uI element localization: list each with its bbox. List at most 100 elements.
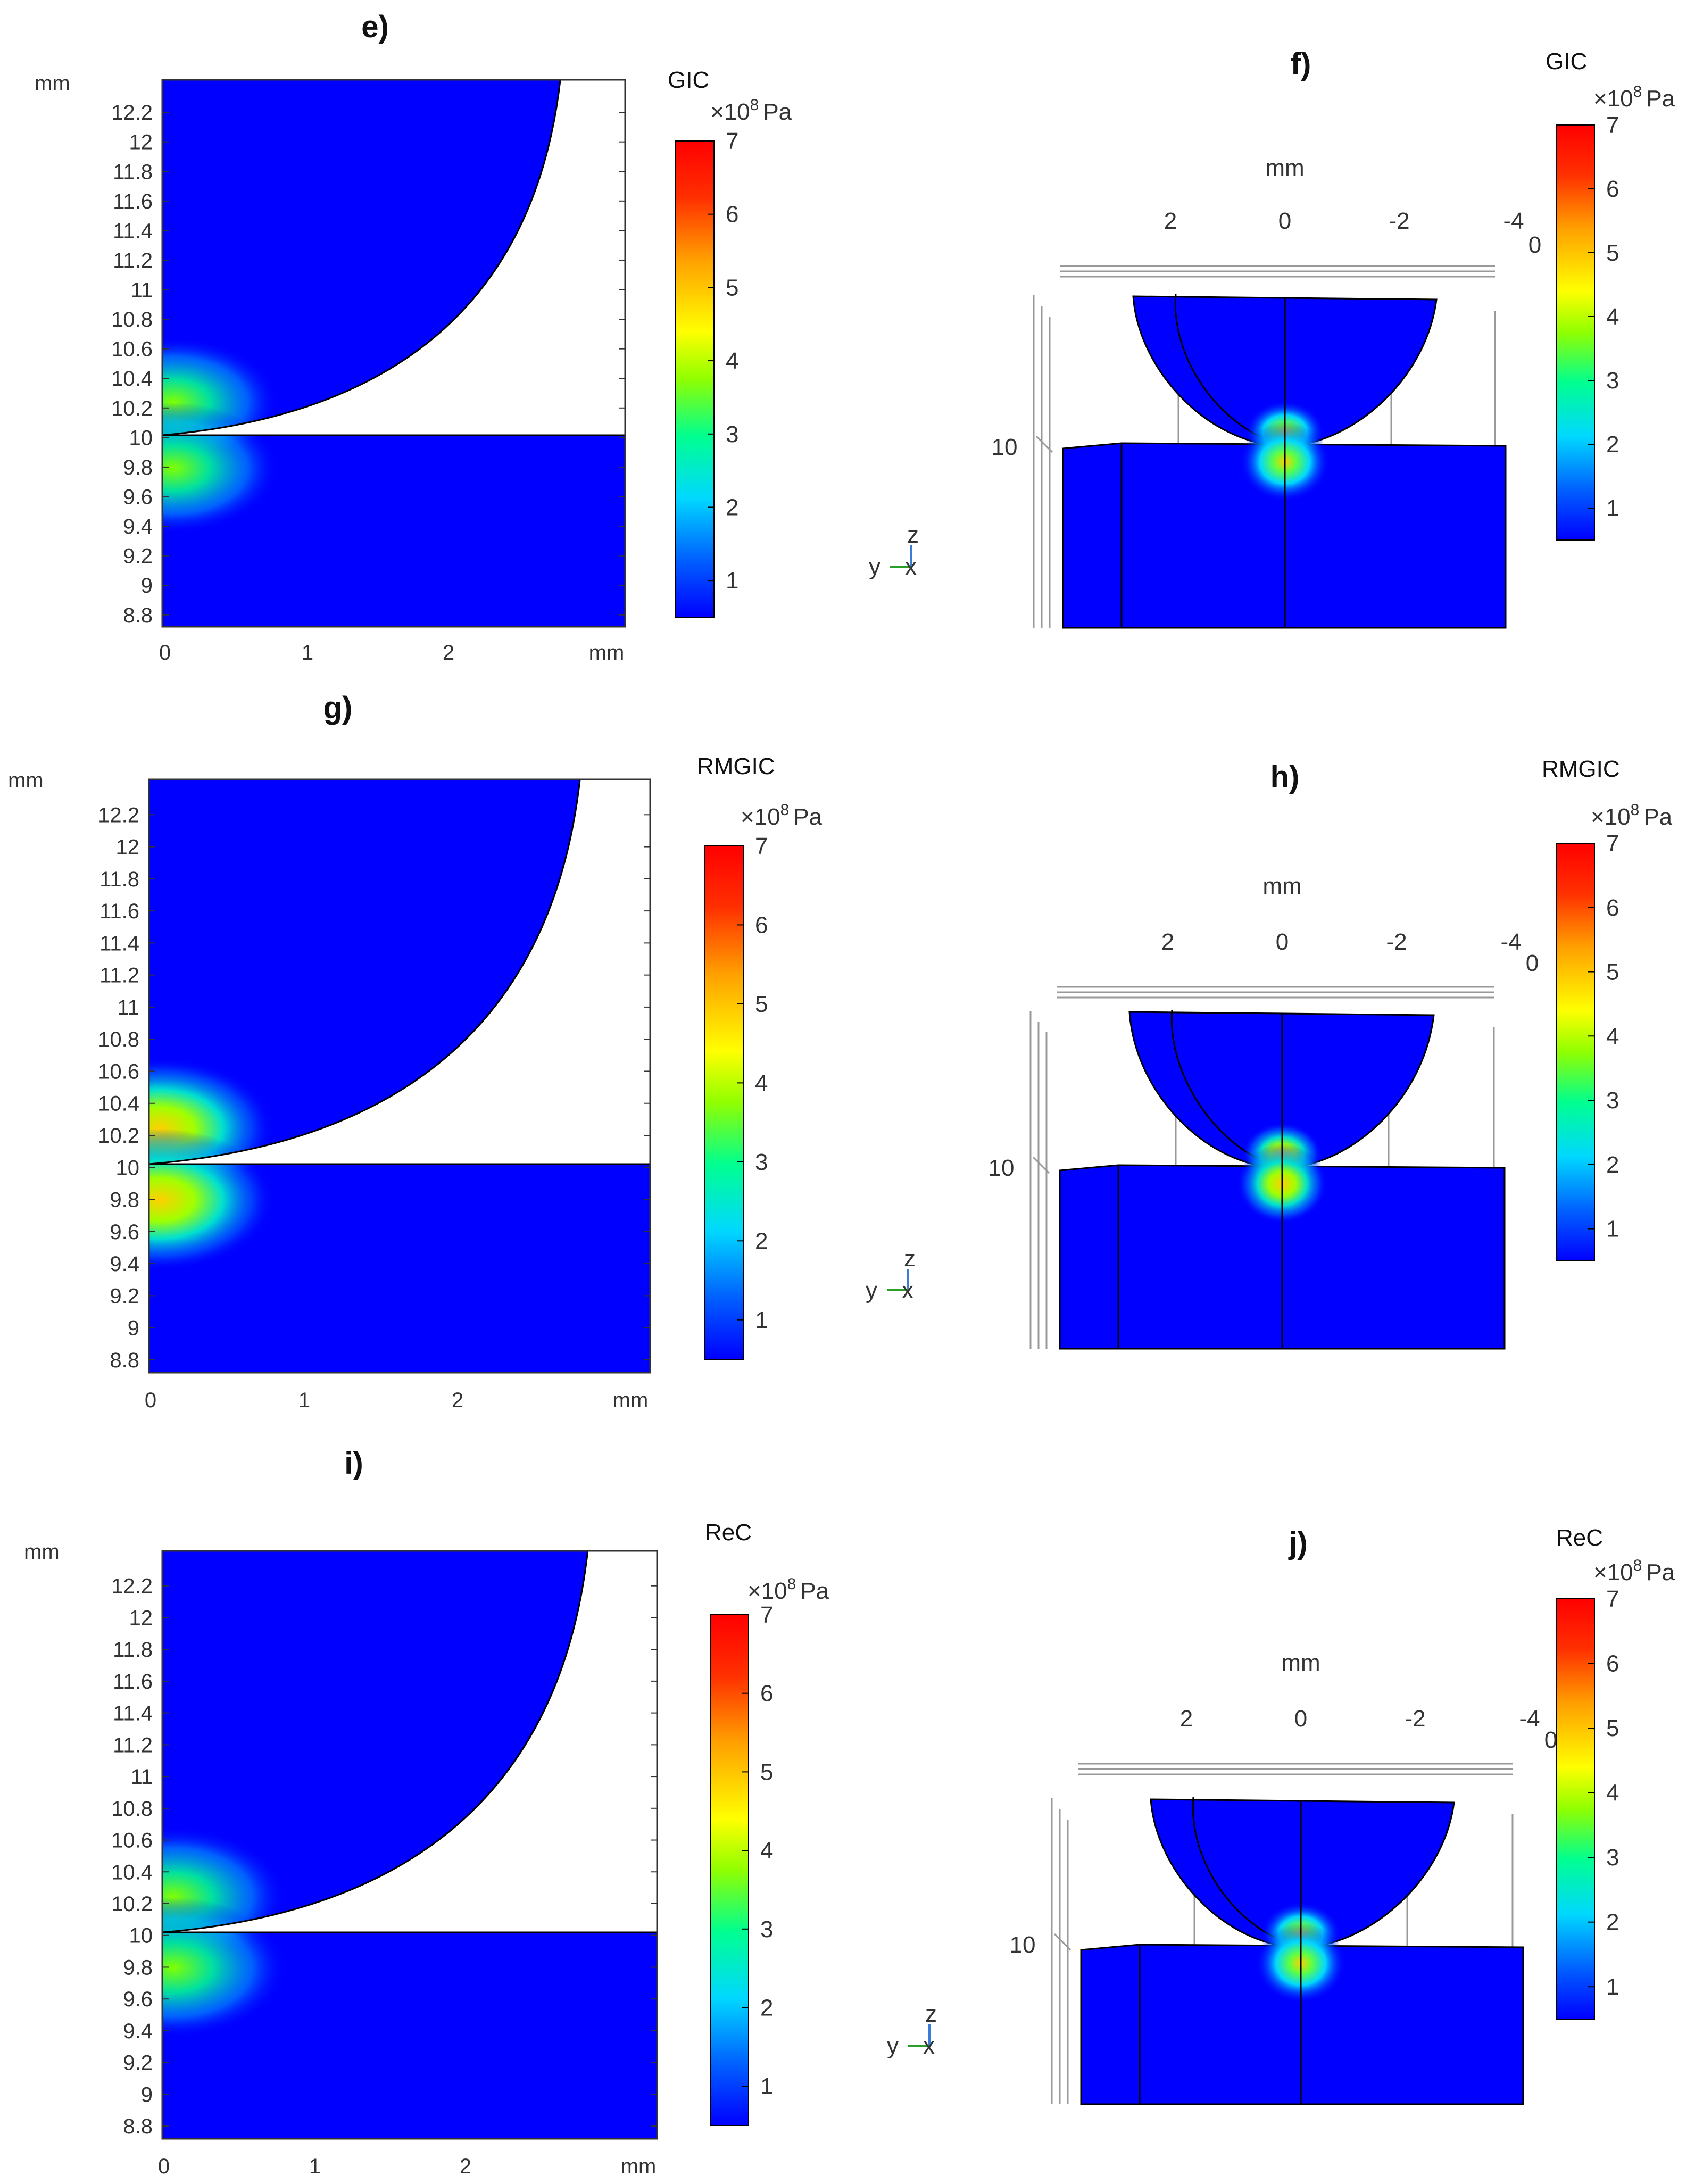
y-tick-e-5: 11.2 (113, 249, 153, 272)
colorbar-tick-g-6: 1 (755, 1307, 768, 1333)
plot-area-g (148, 778, 651, 1374)
colorbar-tick-e-2: 5 (726, 275, 738, 301)
triad-z-label-f: z (907, 522, 919, 548)
y-tick-g-5: 11.2 (99, 964, 139, 987)
colorbar-g: ×108 Pa 7 6 5 4 3 2 1 (704, 801, 823, 1360)
y-tick-e-17: 8.8 (123, 604, 153, 627)
top-tick-3d-h-2: -2 (1386, 929, 1407, 955)
colorbar-tick-e-5: 2 (726, 494, 738, 520)
top-tick-3d-h-3: -4 (1500, 929, 1521, 955)
plot-frame-i (161, 1550, 658, 2140)
material-label-g: RMGIC (697, 753, 775, 779)
y-tick-g-10: 10.2 (98, 1124, 139, 1148)
colorbar-ramp-e (675, 140, 715, 618)
y-unit-e: mm (35, 72, 70, 95)
colorbar-tick-i-1: 6 (760, 1681, 773, 1707)
y-unit-i: mm (24, 1540, 60, 1564)
x-tick-e-2: 2 (443, 641, 454, 665)
y-tick-e-6: 11 (130, 279, 153, 302)
y-tick-i-0: 12.2 (111, 1575, 153, 1598)
colorbar-tick-f-5: 2 (1606, 431, 1619, 458)
colorbar-tick-e-1: 6 (726, 202, 738, 228)
triad-z-label-j: z (925, 2001, 937, 2027)
tick-line-10-f (1035, 435, 1053, 453)
tick-line-10-j (1053, 1933, 1071, 1951)
material-label-h: RMGIC (1542, 756, 1620, 782)
y-tick-i-5: 11.2 (113, 1733, 153, 1757)
tick-line-10-h (1032, 1156, 1050, 1174)
y-tick-g-0: 12.2 (98, 803, 139, 827)
plot-frame-e (161, 79, 626, 628)
top-tick-3d-f-0: 2 (1164, 208, 1177, 234)
colorbar-scale-g: ×108 Pa (741, 801, 823, 830)
colorbar-tick-f-1: 6 (1606, 176, 1619, 202)
triad-y-label-h: y (866, 1277, 877, 1303)
hotspot-lower-i (162, 1897, 287, 2038)
y-tick-e-1: 12 (129, 131, 153, 154)
panel-i-2d: i) ReC mm 12.21211.811.611.411.21110.810… (24, 1446, 829, 2178)
colorbar-tick-f-6: 1 (1606, 495, 1619, 521)
colorbar-j: ×108 Pa7 6 5 4 3 2 1 (1556, 1557, 1675, 2020)
material-label-f: GIC (1546, 48, 1587, 74)
y-tick-i-13: 9.6 (123, 1988, 153, 2011)
side-tick-0-h: 0 (1526, 950, 1539, 976)
colorbar-tick-j-1: 6 (1606, 1651, 1619, 1677)
x-tick-i-1: 1 (309, 2155, 321, 2178)
colorbar-tick-g-2: 5 (755, 991, 768, 1017)
x-tick-e-1: 1 (302, 641, 313, 665)
colorbar-ramp-g (704, 845, 744, 1360)
panel-g-2d: g) RMGIC mm 12.21211.811.611.411.21110.8… (8, 691, 823, 1412)
y-tick-g-13: 9.6 (110, 1220, 139, 1244)
y-tick-g-12: 9.8 (110, 1189, 139, 1212)
colorbar-tick-e-6: 1 (726, 568, 738, 594)
colorbar-tick-i-5: 2 (760, 1995, 773, 2021)
y-tick-g-14: 9.4 (110, 1252, 139, 1276)
colorbar-ramp-f (1556, 124, 1595, 541)
panel-label-g: g) (323, 691, 353, 725)
y-tick-i-15: 9.2 (123, 2052, 153, 2075)
y-tick-e-2: 11.8 (113, 160, 153, 184)
panel-label-h: h) (1270, 760, 1300, 794)
colorbar-tick-f-2: 5 (1606, 240, 1619, 266)
y-tick-e-3: 11.6 (113, 190, 153, 213)
x-tick-g-0: 0 (145, 1389, 156, 1412)
colorbar-tick-g-1: 6 (755, 912, 768, 938)
colorbar-tick-h-2: 5 (1606, 959, 1619, 985)
plot-frame-g (148, 778, 651, 1374)
colorbar-tick-e-4: 3 (726, 421, 738, 447)
y-tick-g-11: 10 (116, 1156, 140, 1180)
gap-region-i (162, 1551, 657, 1933)
colorbar-tick-j-2: 5 (1606, 1715, 1619, 1741)
y-tick-g-7: 10.8 (98, 1028, 139, 1051)
colorbar-tick-j-3: 4 (1606, 1780, 1619, 1806)
x-tick-i-0: 0 (158, 2155, 170, 2178)
colorbar-tick-h-5: 2 (1606, 1152, 1619, 1178)
y-tick-i-6: 11 (130, 1765, 153, 1789)
triad-y-label-f: y (869, 554, 880, 580)
y-tick-e-15: 9.2 (123, 545, 153, 568)
y-unit-g: mm (8, 769, 44, 792)
axis-unit-3d-h: mm (1262, 873, 1301, 899)
x-unit-i: mm (621, 2155, 657, 2178)
colorbar-tick-h-1: 6 (1606, 895, 1619, 921)
y-tick-labels-i: 12.2 12 11.8 11.6 11.4 11.2 11 10.8 10.6 10.4 10.2… (111, 1575, 153, 2138)
colorbar-scale-e: ×108 Pa (710, 96, 792, 125)
side-tick-10-h: 10 (988, 1155, 1015, 1181)
side-tick-0-j: 0 (1544, 1727, 1557, 1753)
material-label-i: ReC (705, 1519, 752, 1546)
top-tick-3d-f-2: -2 (1389, 208, 1409, 234)
y-tick-i-12: 9.8 (123, 1956, 153, 1979)
triad-z-label-h: z (904, 1245, 916, 1272)
plot-area-e (161, 79, 626, 628)
y-tick-e-14: 9.4 (123, 515, 153, 538)
colorbar-tick-g-0: 7 (755, 833, 768, 859)
colorbar-tick-i-4: 3 (760, 1916, 773, 1942)
y-tick-i-10: 10.2 (111, 1892, 153, 1916)
colorbar-tick-g-4: 3 (755, 1149, 768, 1175)
y-tick-g-16: 9 (128, 1317, 139, 1340)
material-label-e: GIC (668, 67, 709, 93)
